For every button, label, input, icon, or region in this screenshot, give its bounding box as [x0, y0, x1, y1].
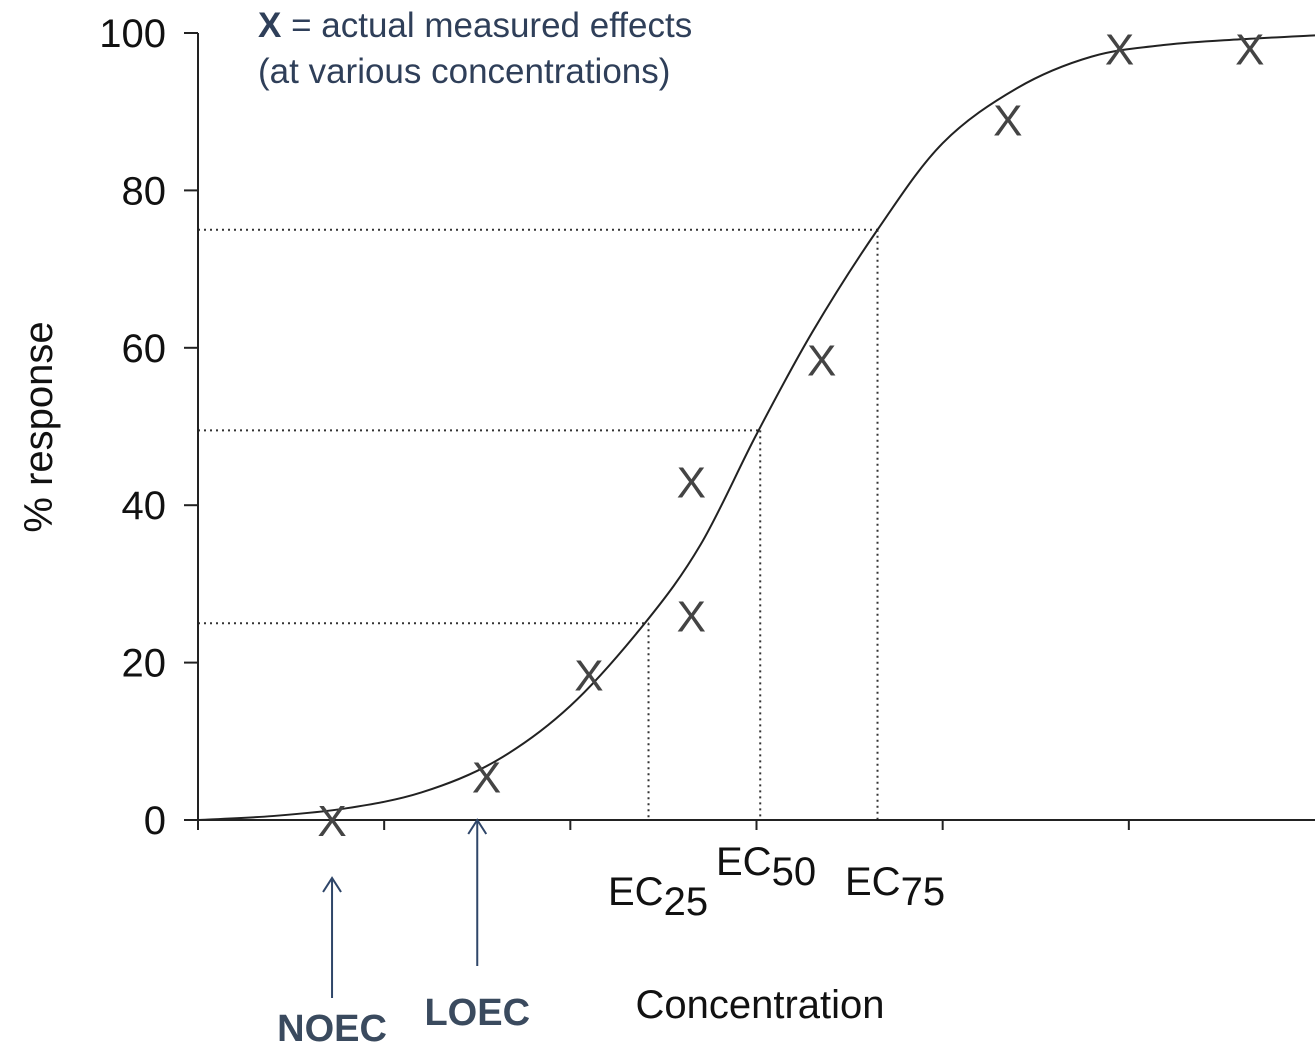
legend-line-1: X = actual measured effects: [258, 6, 692, 45]
ec-label: EC50: [716, 840, 816, 894]
ec-label-prefix: EC: [716, 840, 772, 884]
ec-label-subscript: 75: [901, 870, 946, 914]
response-curve: [197, 34, 1315, 821]
data-point: X: [317, 797, 346, 846]
marker-label: NOEC: [277, 1008, 387, 1047]
curve-line: [197, 34, 1315, 821]
ec-label-prefix: EC: [845, 860, 901, 904]
data-point: X: [472, 754, 501, 803]
measured-points: X X X X X X X X X: [317, 26, 1264, 846]
data-point: X: [574, 651, 603, 700]
marker-arrowhead: [467, 818, 488, 835]
ec-label: EC75: [845, 860, 945, 914]
y-tick-label: 20: [122, 642, 167, 686]
legend-equals: =: [281, 6, 321, 45]
ec-label-subscript: 25: [664, 880, 709, 924]
axes: 0 20 40 60 80 100: [99, 12, 1315, 843]
marker-arrowhead: [322, 876, 342, 893]
data-point: X: [1105, 26, 1134, 75]
y-tick-label: 0: [144, 799, 166, 843]
legend-text-2: (at various concentrations): [258, 52, 670, 91]
legend-symbol: X: [258, 6, 282, 45]
noec-loec-markers: NOEC LOEC: [277, 818, 530, 1047]
y-tick-label: 80: [122, 169, 167, 213]
data-point: X: [677, 459, 706, 508]
data-point: X: [677, 592, 706, 641]
ec-label-prefix: EC: [608, 870, 664, 914]
legend: X = actual measured effects (at various …: [258, 6, 692, 91]
y-tick-label: 40: [122, 484, 167, 528]
y-tick-label: 60: [122, 327, 167, 371]
marker-label: LOEC: [424, 992, 530, 1034]
y-axis-title: % response: [17, 321, 61, 532]
ec-guide-lines: [198, 228, 879, 820]
data-point: X: [993, 97, 1022, 146]
y-tick-label: 100: [99, 12, 166, 56]
legend-text-1: actual measured effects: [321, 6, 692, 45]
ec-label: EC25: [608, 870, 708, 924]
data-point: X: [1235, 26, 1264, 75]
x-axis-title: Concentration: [635, 983, 884, 1027]
ec-label-subscript: 50: [772, 850, 817, 894]
data-point: X: [807, 337, 836, 386]
